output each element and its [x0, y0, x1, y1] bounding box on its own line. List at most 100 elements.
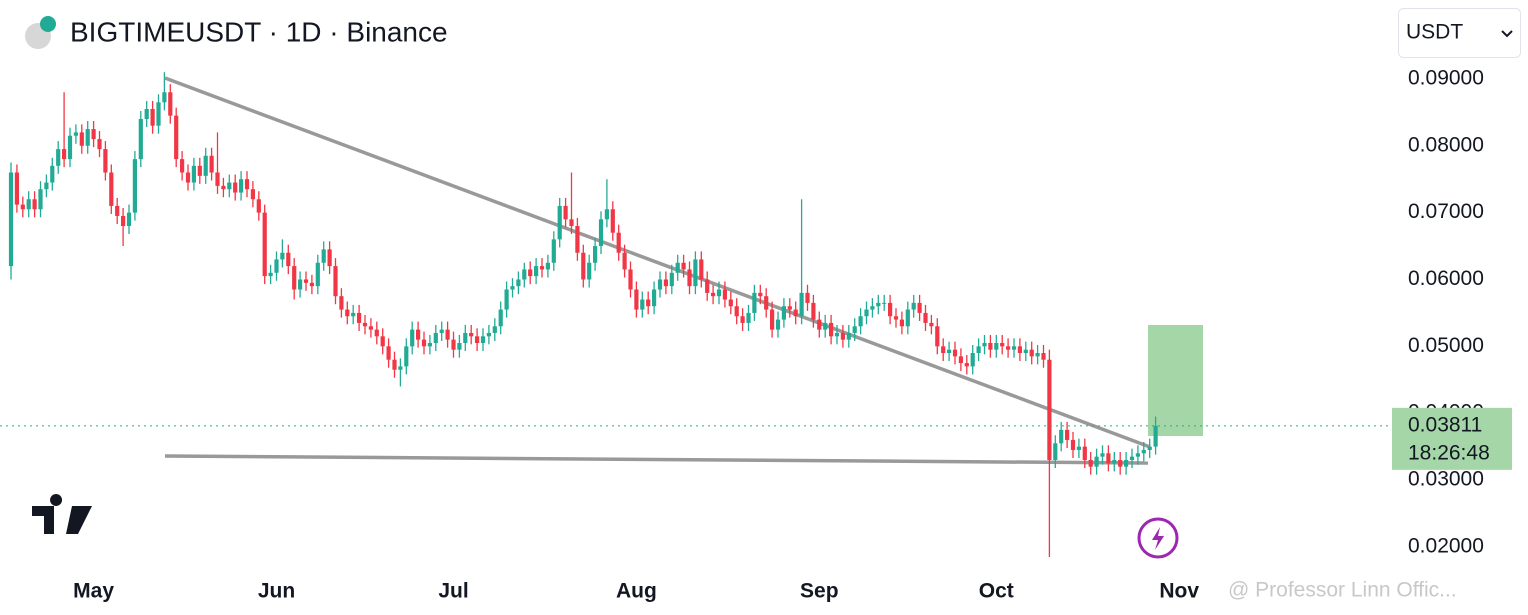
- candle-body: [298, 279, 303, 290]
- candle-body: [451, 339, 456, 350]
- candle-body: [840, 332, 845, 340]
- candle-body: [374, 329, 379, 337]
- candle-body: [864, 309, 869, 317]
- candle-body: [439, 329, 444, 333]
- candle-body: [445, 329, 450, 340]
- y-tick-label: 0.05000: [1408, 334, 1484, 357]
- candle-body: [327, 249, 332, 267]
- x-tick-label: May: [73, 580, 114, 603]
- candle-body: [687, 269, 692, 287]
- candle-body: [392, 359, 397, 370]
- candle-body: [610, 209, 615, 233]
- candle-body: [126, 212, 132, 226]
- candle-body: [1135, 453, 1140, 457]
- candle-body: [1141, 449, 1146, 454]
- candle-body: [103, 149, 108, 173]
- candle-body: [663, 279, 668, 287]
- x-tick-label: Oct: [979, 580, 1014, 603]
- candle-body: [852, 326, 857, 333]
- candle-body: [138, 119, 143, 160]
- candle-body: [994, 342, 999, 350]
- candle-body: [693, 259, 698, 287]
- bolt: [1152, 527, 1164, 550]
- candle-body: [180, 159, 185, 173]
- candle-body: [569, 219, 574, 226]
- candle-body: [286, 252, 291, 267]
- candle-body: [292, 266, 297, 290]
- candle-body: [44, 182, 49, 190]
- y-tick-label: 0.09000: [1408, 66, 1484, 89]
- currency-select[interactable]: [1398, 8, 1521, 58]
- candle-body: [62, 149, 67, 160]
- candle-body: [410, 329, 415, 347]
- candle-body: [829, 322, 834, 337]
- candle-body: [805, 292, 810, 303]
- candle-body: [758, 292, 763, 297]
- alert-icon[interactable]: [1137, 517, 1179, 559]
- candle-body: [1124, 460, 1129, 467]
- candle-body: [652, 289, 657, 307]
- candle-body: [56, 149, 61, 166]
- candle-body: [26, 199, 31, 210]
- candle-body: [1088, 460, 1093, 467]
- candle-body: [711, 292, 716, 297]
- candle-body: [203, 155, 208, 176]
- candle-body: [1035, 353, 1040, 357]
- candle-body: [1129, 456, 1135, 460]
- x-tick-label: Nov: [1159, 580, 1199, 603]
- candle-body: [1153, 425, 1158, 447]
- candle-body: [150, 108, 155, 126]
- y-tick-label: 0.06000: [1408, 267, 1484, 290]
- candle-body: [357, 312, 362, 323]
- candle-body: [775, 319, 781, 330]
- candle-body: [958, 356, 963, 364]
- last-price-label: 0.03811: [1408, 413, 1482, 436]
- candle-body: [185, 172, 191, 183]
- candle-body: [817, 319, 822, 330]
- candle-body: [1112, 460, 1117, 464]
- candle-body: [593, 246, 598, 263]
- candle-body: [345, 309, 350, 317]
- candle-body: [492, 326, 497, 333]
- candle-body: [734, 306, 739, 317]
- candle-body: [917, 302, 922, 313]
- candle-body: [770, 309, 775, 330]
- candle-body: [563, 205, 568, 220]
- candle-body: [239, 179, 244, 193]
- candle-body: [581, 252, 586, 280]
- candle-body: [699, 259, 704, 280]
- price-box: [1392, 407, 1512, 470]
- candle-body: [274, 259, 279, 273]
- candle-body: [1082, 446, 1087, 460]
- candle-body: [209, 155, 214, 173]
- y-tick-label: 0.08000: [1408, 133, 1484, 156]
- candle-body: [923, 312, 928, 323]
- candle-body: [309, 282, 314, 287]
- candle-body: [545, 262, 550, 270]
- currency-label: USDT: [1406, 21, 1463, 44]
- candle-body: [616, 232, 621, 253]
- candles: [0, 72, 1395, 557]
- candle-body: [132, 159, 137, 213]
- candle-body: [303, 279, 309, 283]
- candle-body: [646, 299, 651, 307]
- candle-body: [888, 302, 893, 317]
- candle-body: [463, 332, 468, 343]
- candle-body: [191, 165, 196, 183]
- candle-body: [1029, 349, 1034, 357]
- candle-body: [368, 326, 373, 330]
- candle-body: [1065, 429, 1070, 440]
- candle-body: [1011, 346, 1017, 350]
- candle-body: [634, 289, 639, 310]
- candle-body: [964, 363, 969, 367]
- candle-body: [787, 306, 792, 310]
- candle-body: [657, 279, 663, 290]
- candle-body: [244, 179, 250, 190]
- candle-body: [746, 312, 751, 323]
- candle-body: [575, 225, 580, 253]
- candle-body: [386, 346, 391, 360]
- candle-body: [941, 346, 946, 354]
- candle-body: [935, 326, 940, 347]
